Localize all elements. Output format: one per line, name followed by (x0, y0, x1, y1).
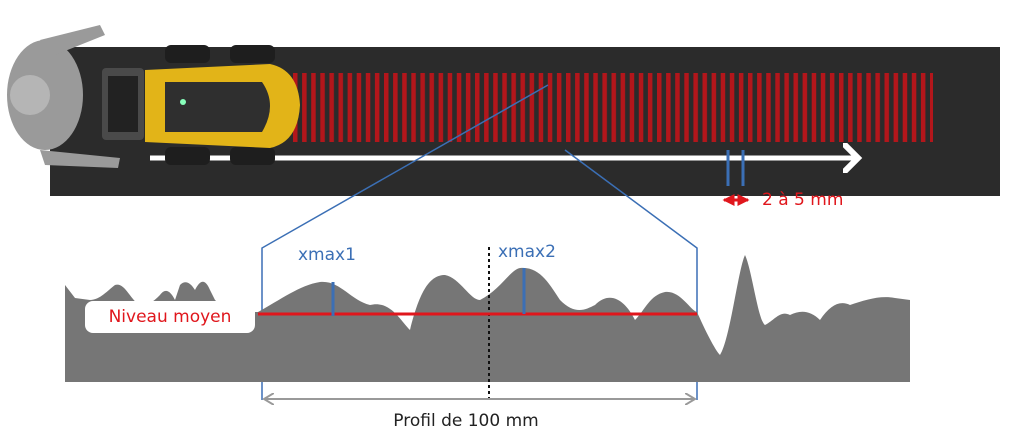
texture-stripes (293, 73, 933, 142)
surface-profile (65, 255, 910, 382)
mean-level-label: Niveau moyen (109, 307, 232, 327)
label-box (85, 301, 255, 333)
xmax2-label: xmax2 (498, 242, 556, 262)
operator (7, 25, 120, 168)
gap-label: 2 à 5 mm (762, 190, 843, 210)
vehicle (102, 45, 300, 165)
profile-length-label: Profil de 100 mm (393, 411, 538, 431)
xmax1-label: xmax1 (298, 245, 356, 265)
